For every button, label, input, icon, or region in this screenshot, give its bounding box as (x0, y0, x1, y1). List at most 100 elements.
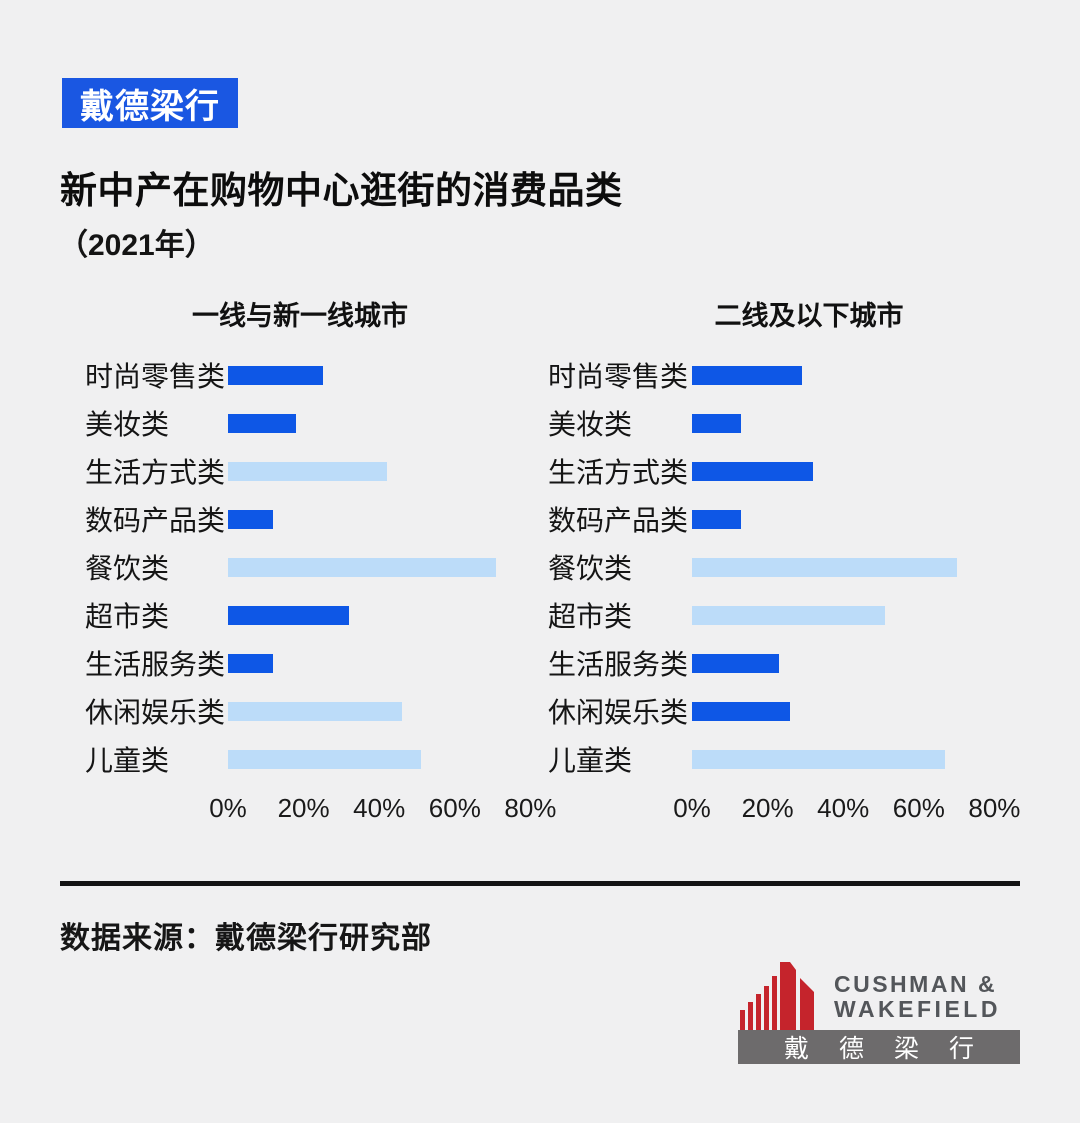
category-label: 儿童类 (548, 745, 633, 776)
value-bar (692, 749, 946, 769)
bar-track (692, 557, 1020, 577)
bar-track (228, 653, 540, 673)
bar-track (692, 749, 1020, 769)
logo-wordmark: CUSHMAN & WAKEFIELD (834, 972, 1001, 1022)
x-axis-tick-label: 40% (353, 793, 406, 823)
category-label: 美妆类 (548, 409, 633, 440)
charts-area: 一线与新一线城市 时尚零售类 美妆类 生活方式类 数码产品类 餐饮类 超市类 生活服务类 休闲… (60, 298, 1020, 827)
chart-row: 数码产品类 (548, 495, 1020, 543)
value-bar (228, 509, 274, 529)
value-bar (228, 653, 274, 673)
value-bar (692, 557, 957, 577)
data-source-text: 数据来源：戴德梁行研究部 (60, 922, 432, 955)
chart-row: 时尚零售类 (60, 351, 540, 399)
bar-track (692, 605, 1020, 625)
value-bar (228, 461, 387, 481)
category-label: 超市类 (85, 601, 170, 632)
value-bar (692, 365, 802, 385)
cushman-wakefield-logo: CUSHMAN & WAKEFIELD 戴德梁行 (738, 956, 1020, 1066)
category-label: 生活服务类 (548, 649, 689, 680)
bar-track (228, 509, 540, 529)
category-label: 生活服务类 (85, 649, 226, 680)
category-label: 儿童类 (85, 745, 170, 776)
chart-tier1-cities: 一线与新一线城市 时尚零售类美妆类生活方式类数码产品类餐饮类超市类生活服务类休闲… (60, 298, 556, 827)
category-label: 超市类 (548, 601, 633, 632)
x-axis-tick-label: 20% (741, 793, 794, 823)
category-label: 美妆类 (85, 409, 170, 440)
bar-track (228, 605, 540, 625)
value-bar (228, 557, 497, 577)
footer-divider (60, 881, 1020, 886)
value-bar (228, 413, 297, 433)
bar-track (692, 701, 1020, 721)
x-axis-tick-label: 0% (673, 793, 711, 823)
chart-row: 儿童类 (60, 735, 540, 783)
bar-track (228, 749, 540, 769)
chart-row: 生活方式类 (60, 447, 540, 495)
category-label: 数码产品类 (548, 505, 689, 536)
chart-row: 休闲娱乐类 (60, 687, 540, 735)
category-label: 餐饮类 (548, 553, 633, 584)
chart-row: 生活服务类 (548, 639, 1020, 687)
category-label: 时尚零售类 (85, 361, 226, 392)
category-label: 生活方式类 (548, 457, 689, 488)
x-axis-tick-label: 60% (428, 793, 481, 823)
value-bar (692, 509, 742, 529)
bar-track (692, 413, 1020, 433)
building-bars-icon (740, 962, 814, 1030)
chart-row: 美妆类 (548, 399, 1020, 447)
bar-track (692, 509, 1020, 529)
bar-track (228, 413, 540, 433)
value-bar (692, 413, 742, 433)
value-bar (692, 653, 779, 673)
chart-rows: 时尚零售类美妆类生活方式类数码产品类餐饮类超市类生活服务类休闲娱乐类儿童类 (60, 351, 540, 783)
bar-track (228, 461, 540, 481)
category-label: 数码产品类 (85, 505, 226, 536)
x-axis-tick-label: 80% (504, 793, 557, 823)
value-bar (692, 701, 791, 721)
value-bar (692, 461, 813, 481)
chart-title-tier1: 一线与新一线城市 (192, 301, 408, 331)
x-axis-tick-label: 80% (968, 793, 1021, 823)
chart-row: 儿童类 (548, 735, 1020, 783)
chart-row: 餐饮类 (60, 543, 540, 591)
chart-rows: 时尚零售类美妆类生活方式类数码产品类餐饮类超市类生活服务类休闲娱乐类儿童类 (548, 351, 1020, 783)
value-bar (228, 605, 349, 625)
chart-row: 超市类 (548, 591, 1020, 639)
bar-track (692, 365, 1020, 385)
category-label: 休闲娱乐类 (85, 697, 226, 728)
chart-row: 餐饮类 (548, 543, 1020, 591)
bar-track (692, 461, 1020, 481)
category-label: 时尚零售类 (548, 361, 689, 392)
chart-row: 数码产品类 (60, 495, 540, 543)
x-axis: 0% 20% 40% 60% 80% (673, 787, 1021, 827)
logo-banner: 戴德梁行 (738, 1030, 1020, 1064)
chart-row: 生活方式类 (548, 447, 1020, 495)
logo-wordmark-line2: WAKEFIELD (834, 996, 1001, 1022)
chart-title-tier2: 二线及以下城市 (714, 301, 904, 331)
brand-badge: 戴德梁行 (62, 78, 238, 128)
chart-tier2-cities: 二线及以下城市 时尚零售类美妆类生活方式类数码产品类餐饮类超市类生活服务类休闲娱… (548, 298, 1020, 827)
category-label: 休闲娱乐类 (548, 697, 689, 728)
page-title: 新中产在购物中心逛街的消费品类 (60, 170, 623, 211)
chart-row: 休闲娱乐类 (548, 687, 1020, 735)
logo-wordmark-line1: CUSHMAN & (834, 971, 998, 997)
value-bar (228, 701, 402, 721)
chart-row: 超市类 (60, 591, 540, 639)
x-axis-tick-label: 40% (817, 793, 870, 823)
x-axis-tick-label: 20% (277, 793, 330, 823)
chart-row: 生活服务类 (60, 639, 540, 687)
value-bar (228, 365, 323, 385)
value-bar (692, 605, 885, 625)
x-axis-tick-label: 60% (892, 793, 945, 823)
bar-track (228, 365, 540, 385)
value-bar (228, 749, 421, 769)
page-subtitle: （2021年） (58, 229, 215, 262)
x-axis: 0% 20% 40% 60% 80% (209, 787, 556, 827)
chart-row: 时尚零售类 (548, 351, 1020, 399)
category-label: 生活方式类 (85, 457, 226, 488)
bar-track (228, 701, 540, 721)
x-axis-tick-label: 0% (209, 793, 247, 823)
bar-track (692, 653, 1020, 673)
